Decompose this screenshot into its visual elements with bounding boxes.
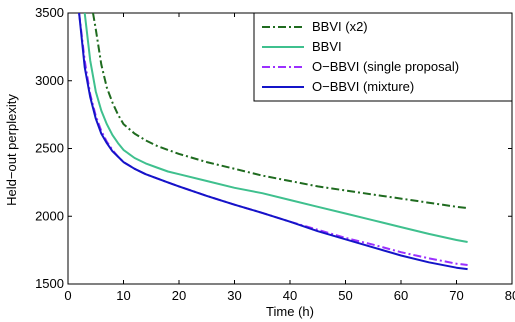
series-line-1 (92, 13, 468, 210)
x-tick-label: 10 (116, 288, 130, 303)
legend-label: BBVI (x2) (312, 19, 368, 34)
x-tick-label: 40 (283, 288, 297, 303)
x-tick-label: 70 (449, 288, 463, 303)
y-axis-title: Held−out perplexity (4, 94, 19, 206)
legend: BBVI (x2) BBVI O−BBVI (single proposal) O−B… (253, 12, 513, 102)
x-tick-label: 20 (172, 288, 186, 303)
y-tick-label: 1500 (35, 276, 64, 291)
x-tick-label: 30 (227, 288, 241, 303)
legend-label: O−BBVI (mixture) (312, 79, 414, 94)
x-tick-label: 0 (64, 288, 71, 303)
y-axis-ticks: 1500 2000 2500 3000 3500 (35, 5, 512, 291)
y-tick-label: 2500 (35, 141, 64, 156)
x-tick-label: 50 (338, 288, 352, 303)
legend-label: BBVI (312, 39, 342, 54)
x-axis-title: Time (h) (266, 304, 314, 319)
legend-label: O−BBVI (single proposal) (312, 59, 459, 74)
x-tick-label: 60 (394, 288, 408, 303)
y-tick-label: 3500 (35, 5, 64, 20)
series-line-4 (78, 13, 468, 271)
y-tick-label: 2000 (35, 208, 64, 223)
series-line-2 (83, 13, 468, 243)
x-tick-label: 80 (505, 288, 515, 303)
y-tick-label: 3000 (35, 73, 64, 88)
series-layer (78, 13, 468, 271)
series-line-3 (78, 13, 468, 266)
